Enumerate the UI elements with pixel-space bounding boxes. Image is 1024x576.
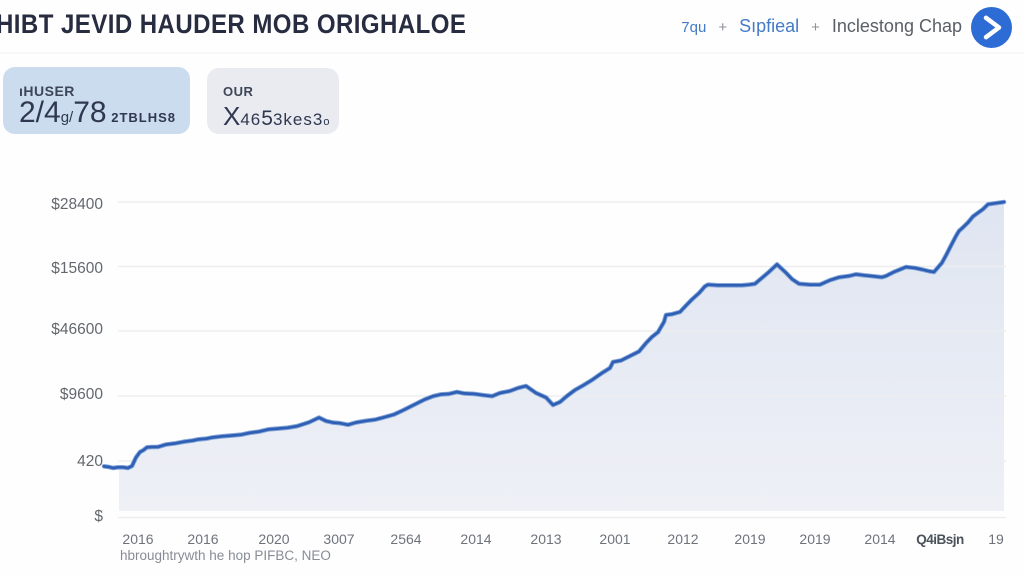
svg-text:2564: 2564	[390, 531, 421, 547]
svg-text:3007: 3007	[323, 531, 354, 547]
svg-text:2019: 2019	[734, 531, 765, 547]
svg-text:420: 420	[77, 453, 103, 470]
svg-text:$15600: $15600	[51, 260, 103, 277]
svg-text:2016: 2016	[122, 531, 153, 547]
svg-text:2016: 2016	[187, 531, 218, 547]
svg-text:$: $	[94, 508, 103, 525]
svg-text:2019: 2019	[799, 531, 830, 547]
svg-text:2012: 2012	[667, 531, 698, 547]
svg-text:2013: 2013	[530, 531, 561, 547]
svg-text:$46600: $46600	[51, 321, 103, 338]
svg-text:$28400: $28400	[51, 196, 103, 213]
svg-text:2014: 2014	[460, 531, 491, 547]
svg-text:19: 19	[988, 531, 1004, 547]
svg-text:hbroughtrywth he hop PIFBC, NE: hbroughtrywth he hop PIFBC, NEO	[120, 548, 331, 563]
svg-text:2020: 2020	[258, 531, 289, 547]
svg-text:2001: 2001	[599, 531, 630, 547]
svg-text:2014: 2014	[864, 531, 895, 547]
svg-text:$9600: $9600	[60, 386, 103, 403]
svg-text:Q4iBsjn: Q4iBsjn	[916, 532, 964, 547]
